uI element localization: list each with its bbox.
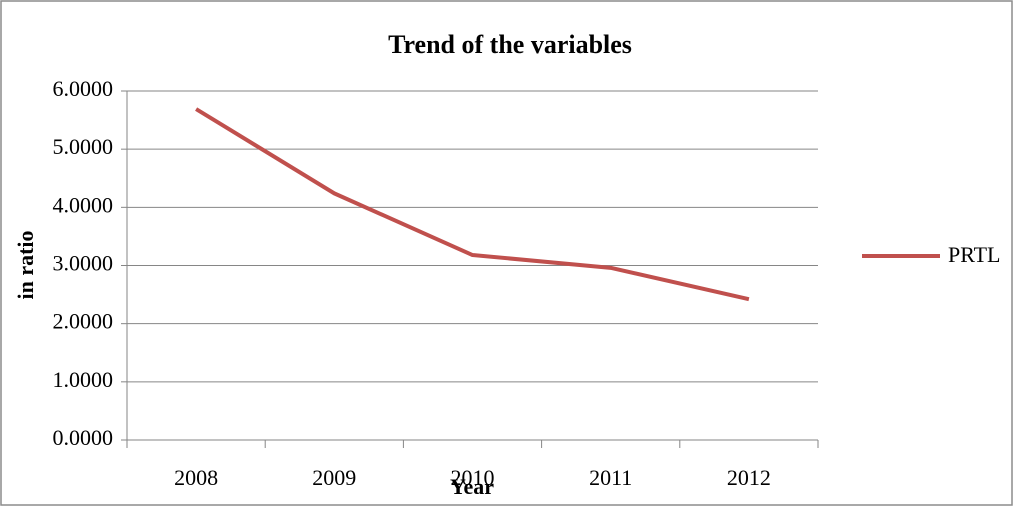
x-tick-label: 2012 (727, 465, 771, 490)
x-axis-label: Year (450, 474, 494, 499)
x-tick-label: 2008 (174, 465, 218, 490)
data-line (195, 107, 750, 302)
y-tick-label: 4.0000 (53, 192, 114, 217)
y-axis-label: in ratio (13, 230, 38, 299)
x-tick-label: 2011 (589, 465, 632, 490)
y-tick-label: 5.0000 (53, 134, 114, 159)
x-tick-label: 2010 (451, 465, 495, 490)
legend-label: PRTL (948, 242, 1000, 267)
y-tick-label: 6.0000 (53, 76, 114, 101)
y-tick-label: 1.0000 (53, 367, 114, 392)
chart-title: Trend of the variables (388, 30, 632, 59)
x-tick-label: 2009 (312, 465, 356, 490)
y-tick-label: 0.0000 (53, 425, 114, 450)
y-tick-label: 3.0000 (53, 251, 114, 276)
y-tick-label: 2.0000 (53, 309, 114, 334)
